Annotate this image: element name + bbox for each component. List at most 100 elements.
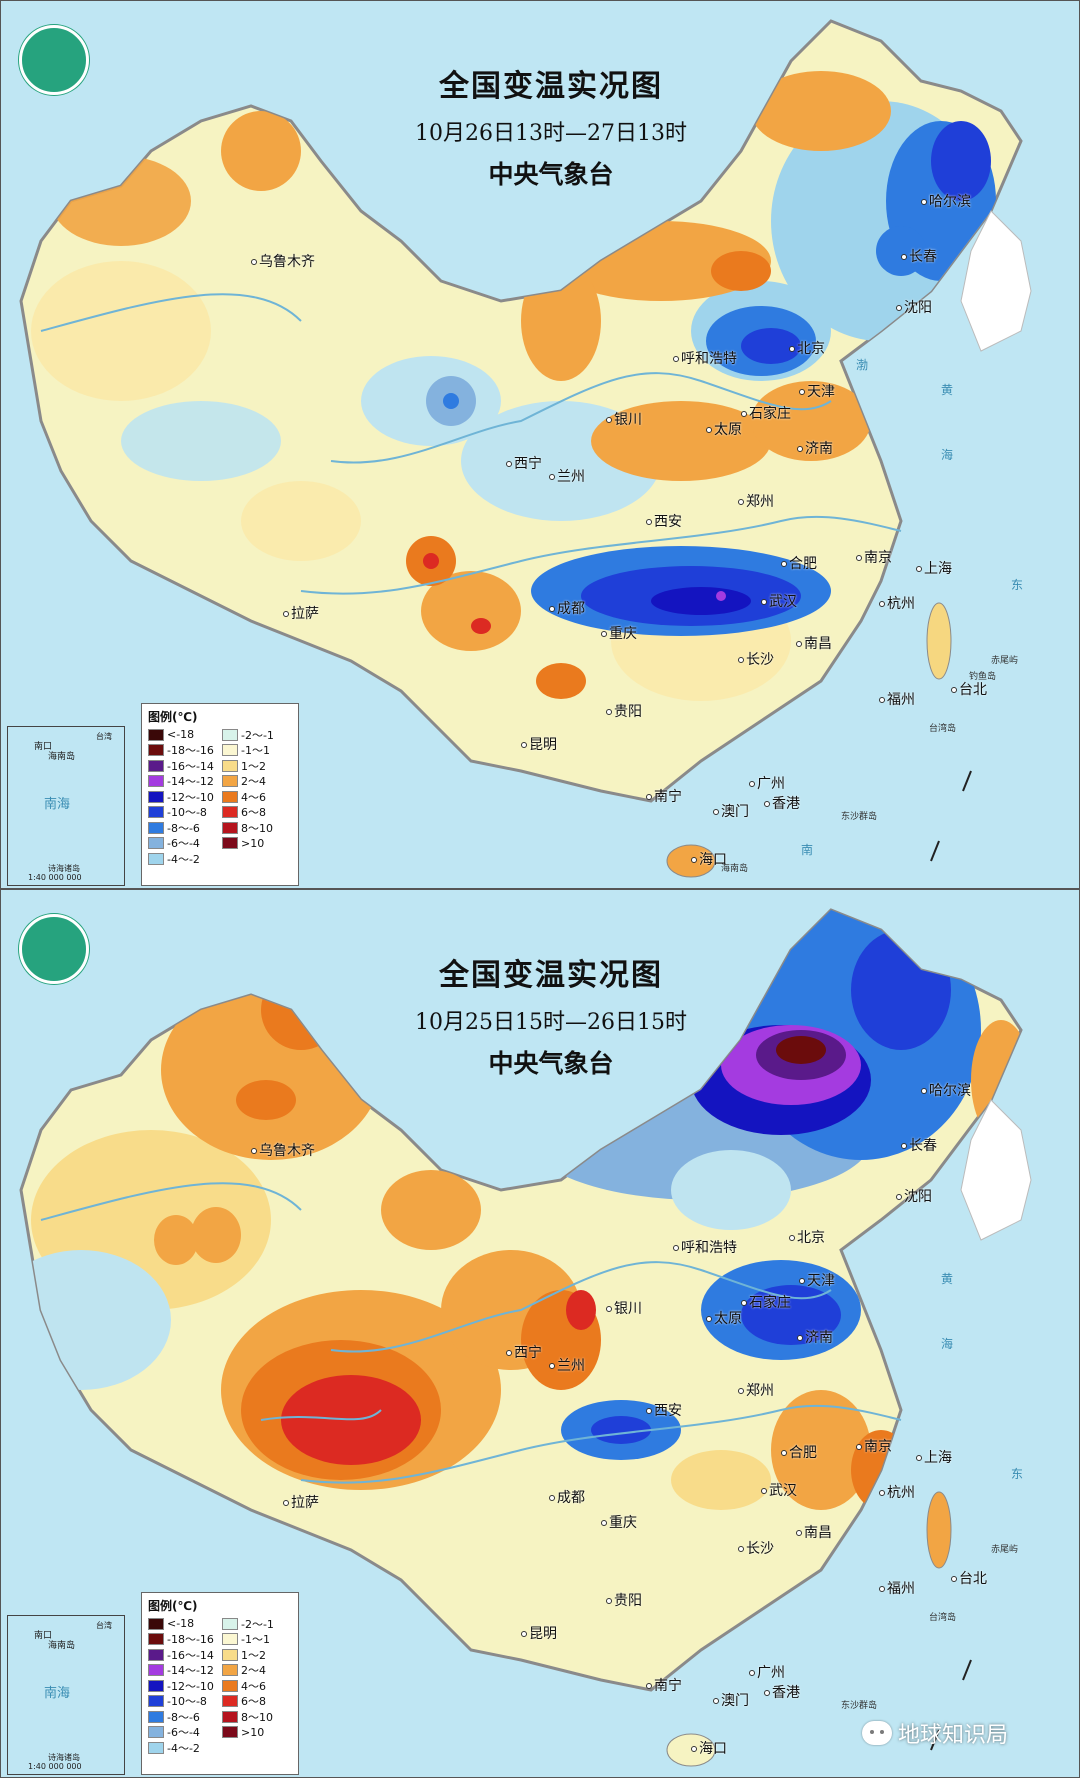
city-label-kunming: 昆明 [521, 734, 557, 754]
city-label-shenyang: 沈阳 [896, 297, 932, 317]
legend-swatch [222, 728, 238, 741]
legend-label: -16～-14 [167, 1648, 214, 1662]
city-label-hangzhou: 杭州 [879, 593, 915, 613]
city-label-lanzhou: 兰州 [549, 1355, 585, 1375]
inset-scale: 1:40 000 000 [28, 873, 82, 882]
place-label-hainan-island: 海南岛 [721, 864, 749, 874]
legend-swatch [148, 837, 164, 849]
inset-sea-label: 南海 [44, 797, 71, 812]
south-china-sea-inset: 南口 海南岛 台湾 南海 诗海诸岛 1:40 000 000 [7, 726, 125, 886]
inset-label-taiwan: 台湾 [96, 1621, 112, 1630]
south-china-sea-inset: 南口 海南岛 台湾 南海 诗海诸岛 1:40 000 000 [7, 1615, 125, 1775]
city-label-shanghai: 上海 [916, 1447, 952, 1467]
legend-swatch [148, 790, 164, 803]
legend-item: 8～10 [222, 821, 292, 835]
legend-item: -6～-4 [148, 837, 218, 850]
legend-swatch [148, 759, 164, 772]
city-label-shenyang: 沈阳 [896, 1186, 932, 1206]
city-label-zhengzhou: 郑州 [738, 1380, 774, 1400]
legend-swatch [222, 744, 238, 756]
legend-label: -10～-8 [167, 806, 207, 819]
legend-swatch [222, 759, 238, 772]
city-label-harbin: 哈尔滨 [921, 1080, 971, 1100]
legend-swatch [148, 1726, 164, 1738]
legend-swatch [222, 1633, 238, 1645]
city-label-nanjing: 南京 [856, 1436, 892, 1456]
legend-label: <-18 [167, 1617, 195, 1630]
legend-item: -4～-2 [148, 852, 218, 866]
city-label-changsha: 长沙 [738, 1538, 774, 1558]
map-period: 10月26日13时—27日13时 [415, 121, 687, 146]
city-label-changchun: 长春 [901, 246, 937, 266]
city-label-fuzhou: 福州 [879, 689, 915, 709]
legend-item: 2～4 [222, 775, 292, 788]
legend-item: -16～-14 [148, 759, 218, 773]
legend-item: -8～-6 [148, 1710, 218, 1724]
legend-swatch [148, 1710, 164, 1723]
city-label-xian: 西安 [646, 1400, 682, 1420]
city-label-hohhot: 呼和浩特 [673, 1237, 737, 1257]
inset-label-islands: 诗海诸岛 [48, 1753, 80, 1762]
city-label-shanghai: 上海 [916, 558, 952, 578]
place-label-chiwei: 赤尾屿 [991, 656, 1019, 666]
city-label-taipei: 台北 [951, 679, 987, 699]
map-title: 全国变温实况图 [439, 958, 663, 993]
city-label-haikou: 海口 [691, 1738, 727, 1758]
legend-swatch [222, 775, 238, 787]
legend-swatch [148, 1695, 164, 1707]
city-label-lanzhou: 兰州 [549, 466, 585, 486]
city-label-beijing: 北京 [789, 1227, 825, 1247]
legend-item: <-18 [148, 728, 218, 741]
legend-swatch [222, 1648, 238, 1661]
legend-item: >10 [222, 1726, 292, 1739]
legend-label: -14～-12 [167, 775, 214, 788]
legend-swatch [148, 821, 164, 834]
legend-grid: <-18 -2～-1 -18～-16 -1～1 -16～-14 1～2 -14～-12 2～4… [148, 728, 292, 866]
city-label-harbin: 哈尔滨 [921, 191, 971, 211]
place-label-taiwan-island: 台湾岛 [929, 1613, 957, 1623]
city-label-jinan: 济南 [797, 1327, 833, 1347]
inset-scale: 1:40 000 000 [28, 1762, 82, 1771]
legend-swatch [148, 852, 164, 865]
legend-label: 6～8 [241, 1695, 266, 1708]
city-label-shijiazhuang: 石家庄 [741, 403, 791, 423]
legend-swatch [148, 1633, 164, 1645]
inset-label-islands: 诗海诸岛 [48, 864, 80, 873]
city-label-urumqi: 乌鲁木齐 [251, 251, 315, 271]
legend-label: -4～-2 [167, 852, 200, 866]
legend-label: -12～-10 [167, 790, 214, 804]
place-label-dongsha: 东沙群岛 [841, 812, 878, 822]
city-label-changchun: 长春 [901, 1135, 937, 1155]
legend-label: -8～-6 [167, 821, 200, 835]
legend-grid: <-18 -2～-1 -18～-16 -1～1 -16～-14 1～2 -14～-12 2～4… [148, 1617, 292, 1755]
city-label-lhasa: 拉萨 [283, 1492, 319, 1512]
legend-label: 2～4 [241, 1664, 266, 1677]
legend-item: -8～-6 [148, 821, 218, 835]
city-label-kunming: 昆明 [521, 1623, 557, 1643]
city-label-chongqing: 重庆 [601, 1512, 637, 1532]
legend-label: -2～-1 [241, 728, 274, 742]
city-label-macau: 澳门 [713, 1690, 749, 1710]
city-label-haikou: 海口 [691, 849, 727, 869]
city-label-jinan: 济南 [797, 438, 833, 458]
legend-item: -16～-14 [148, 1648, 218, 1662]
sea-label-dong: 东 [1011, 578, 1024, 592]
legend-swatch [222, 837, 238, 849]
city-label-nanning: 南宁 [646, 786, 682, 806]
legend-label: 4～6 [241, 1679, 266, 1693]
legend-label: <-18 [167, 728, 195, 741]
city-label-lhasa: 拉萨 [283, 603, 319, 623]
legend-item: <-18 [148, 1617, 218, 1630]
legend-label: 4～6 [241, 790, 266, 804]
legend-swatch [222, 1617, 238, 1630]
city-label-guangzhou: 广州 [749, 1662, 785, 1682]
cma-logo-icon [19, 914, 89, 984]
city-label-nanning: 南宁 [646, 1675, 682, 1695]
legend-item: -1～1 [222, 744, 292, 757]
legend-item: 1～2 [222, 1648, 292, 1662]
legend-label: -1～1 [241, 744, 270, 757]
sea-label-huang: 黄 [941, 1272, 954, 1286]
city-label-taiyuan: 太原 [706, 1308, 742, 1328]
map-period: 10月25日15时—26日15时 [415, 1010, 687, 1035]
legend-label: 8～10 [241, 821, 273, 835]
